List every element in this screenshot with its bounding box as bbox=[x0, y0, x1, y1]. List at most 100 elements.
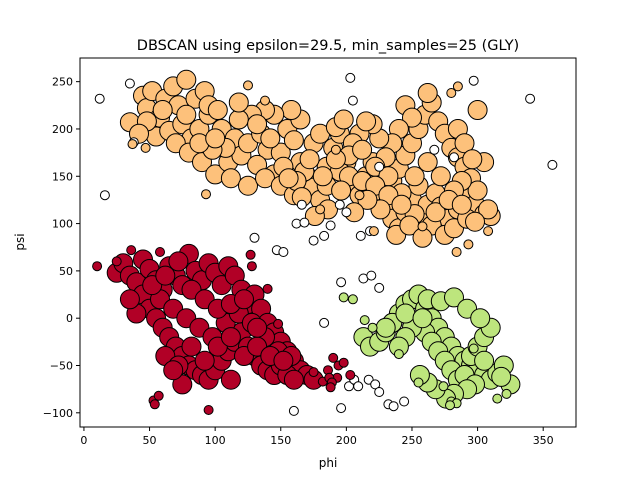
cluster_orange-core-point bbox=[312, 166, 333, 187]
cluster_green-border-point bbox=[445, 400, 455, 411]
cluster_red-border-point bbox=[245, 249, 256, 260]
cluster_orange-border-point bbox=[417, 221, 428, 232]
cluster_red-border-point bbox=[153, 390, 164, 401]
noise-core-point bbox=[468, 75, 479, 86]
y-tick-label: 150 bbox=[52, 170, 73, 183]
y-tick-label: 100 bbox=[52, 218, 73, 231]
chart-title: DBSCAN using epsilon=29.5, min_samples=2… bbox=[137, 38, 519, 54]
cluster_orange-core-point bbox=[228, 109, 249, 130]
noise-core-point bbox=[99, 190, 110, 201]
cluster_orange-border-point bbox=[368, 226, 379, 237]
cluster_orange-border-point bbox=[140, 142, 151, 153]
cluster_green-core-point bbox=[395, 303, 416, 324]
x-tick-label: 0 bbox=[80, 434, 87, 447]
cluster_orange-core-point bbox=[207, 100, 228, 120]
cluster_red-core-point bbox=[220, 369, 241, 390]
noise-core-point bbox=[370, 379, 381, 390]
noise-core-point bbox=[336, 403, 347, 414]
cluster_red-border-point bbox=[338, 357, 349, 368]
cluster_orange-core-point bbox=[220, 168, 241, 189]
cluster_orange-border-point bbox=[483, 226, 494, 237]
cluster_green-core-point bbox=[474, 350, 495, 371]
noise-core-point bbox=[94, 93, 105, 104]
cluster_orange-core-point bbox=[417, 83, 438, 103]
plot-frame bbox=[79, 57, 577, 428]
cluster_red-border-point bbox=[126, 245, 137, 256]
cluster_orange-core-point bbox=[391, 194, 412, 215]
x-axis: 0 50 100 150 200 250 300 350 bbox=[80, 427, 554, 447]
noise-core-point bbox=[547, 159, 558, 170]
cluster_orange-border-point bbox=[354, 190, 365, 201]
cluster_red-border-point bbox=[92, 261, 103, 272]
cluster_red-border-point bbox=[149, 399, 160, 410]
cluster_red-border-point bbox=[308, 367, 319, 378]
cluster_orange-core-point bbox=[228, 92, 249, 113]
cluster_green-core-point bbox=[375, 317, 396, 338]
noise-core-point bbox=[296, 199, 307, 210]
noise-core-point bbox=[353, 381, 364, 392]
cluster_red-core-point bbox=[273, 350, 294, 371]
noise-core-point bbox=[355, 230, 366, 241]
cluster_red-core-point bbox=[172, 374, 193, 395]
cluster_red-core-point bbox=[234, 289, 254, 310]
noise-core-point bbox=[345, 72, 356, 83]
cluster_orange-core-point bbox=[152, 100, 173, 120]
y-tick-label: 50 bbox=[59, 265, 73, 278]
noise-core-point bbox=[374, 282, 385, 293]
noise-core-point bbox=[336, 277, 347, 288]
noise-core-point bbox=[525, 93, 536, 104]
y-axis-label: psi bbox=[13, 233, 27, 250]
cluster_red-border-point bbox=[111, 256, 122, 267]
x-axis-label: phi bbox=[319, 456, 338, 470]
x-tick-label: 100 bbox=[205, 434, 226, 447]
cluster_orange-core-point bbox=[333, 109, 354, 130]
cluster_green-border-point bbox=[393, 349, 404, 360]
cluster_orange-core-point bbox=[176, 69, 197, 90]
cluster_orange-core-point bbox=[331, 180, 352, 201]
cluster_orange-core-point bbox=[425, 202, 446, 223]
noise-core-point bbox=[374, 387, 385, 397]
cluster_orange-core-point bbox=[402, 107, 422, 128]
x-tick-label: 50 bbox=[143, 434, 157, 447]
noise-core-point bbox=[124, 78, 135, 89]
noise-core-point bbox=[319, 317, 330, 328]
cluster_orange-border-point bbox=[463, 239, 474, 250]
cluster_orange-core-point bbox=[462, 149, 483, 170]
cluster_orange-core-point bbox=[281, 100, 302, 120]
y-tick-label: 0 bbox=[66, 312, 73, 325]
cluster_orange-core-point bbox=[404, 166, 425, 187]
cluster_orange-core-point bbox=[467, 180, 488, 201]
cluster_red-border-point bbox=[325, 382, 336, 393]
cluster_orange-core-point bbox=[238, 175, 258, 196]
noise-core-point bbox=[288, 405, 299, 416]
x-tick-label: 150 bbox=[270, 434, 291, 447]
cluster_orange-core-point bbox=[283, 130, 304, 151]
cluster_orange-border-point bbox=[451, 247, 462, 257]
cluster_red-core-point bbox=[194, 350, 215, 371]
cluster_green-core-point bbox=[444, 287, 464, 308]
noise-core-point bbox=[308, 235, 319, 246]
noise-core-point bbox=[341, 207, 352, 218]
noise-core-point bbox=[429, 144, 440, 155]
x-tick-label: 350 bbox=[533, 434, 554, 447]
cluster_green-border-point bbox=[438, 381, 449, 392]
cluster_orange-border-point bbox=[330, 144, 341, 155]
cluster_green-border-point bbox=[367, 322, 378, 333]
cluster_red-core-point bbox=[181, 336, 202, 357]
y-tick-label: −100 bbox=[43, 407, 73, 420]
cluster_red-border-point bbox=[203, 405, 214, 415]
cluster_red-core-point bbox=[119, 289, 140, 310]
y-axis: −100 −50 0 50 100 150 200 250 bbox=[43, 76, 80, 420]
cluster_red-border-point bbox=[328, 352, 339, 363]
cluster_green-border-point bbox=[492, 393, 503, 404]
cluster_green-border-point bbox=[338, 292, 349, 303]
y-tick-label: 200 bbox=[52, 123, 73, 136]
y-tick-label: −50 bbox=[50, 360, 73, 373]
cluster_orange-core-point bbox=[451, 194, 472, 215]
cluster_orange-border-point bbox=[315, 204, 326, 215]
cluster_green-border-point bbox=[347, 294, 358, 305]
noise-core-point bbox=[249, 232, 260, 243]
cluster_orange-core-point bbox=[260, 128, 281, 149]
cluster_orange-border-point bbox=[127, 139, 138, 150]
